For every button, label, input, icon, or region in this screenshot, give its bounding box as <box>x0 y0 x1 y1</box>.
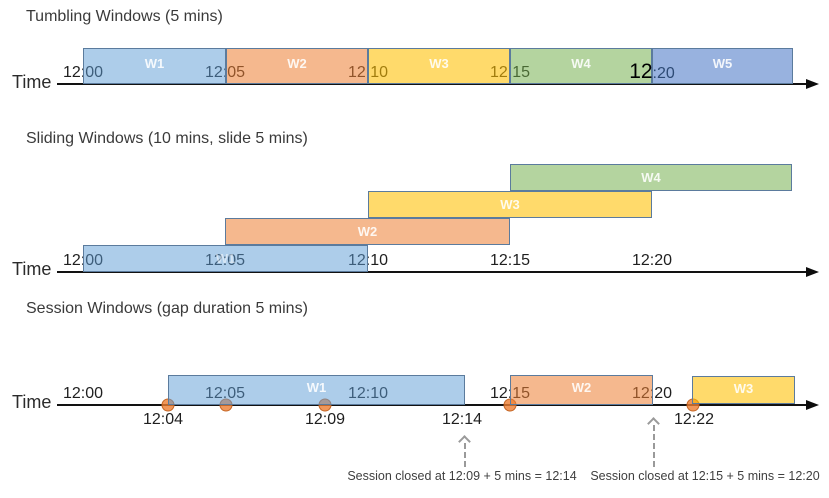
dashed-stem <box>464 443 470 467</box>
window-box-w2: W2 <box>226 48 368 84</box>
window-box-w4: W4 <box>510 164 792 191</box>
window-box-w1: W1 <box>168 375 465 405</box>
event-time-label: 12:22 <box>673 411 715 428</box>
time-axis-label: Time <box>12 72 52 92</box>
event-time-label: 12:09 <box>304 411 346 428</box>
tick-label-emphasized: 12:20 <box>629 59 675 83</box>
window-box-w1: W1 <box>83 245 368 272</box>
tick-label: 12:20 <box>631 251 673 269</box>
window-box-w2: W2 <box>225 218 510 245</box>
window-box-w4: W4 <box>510 48 652 84</box>
event-time-label: 12:14 <box>441 411 483 428</box>
window-label: W2 <box>357 224 378 239</box>
window-label: W3 <box>429 56 449 71</box>
session-close-arrow-icon <box>647 417 660 467</box>
axis-arrowhead-icon <box>806 79 819 89</box>
time-axis-label: Time <box>12 392 52 412</box>
timeline-axis <box>57 404 807 406</box>
window-label: W3 <box>500 197 520 212</box>
window-box-w3: W3 <box>692 376 795 404</box>
window-label: W3 <box>733 381 754 396</box>
tick-label: 12:00 <box>62 384 104 402</box>
timeline-axis <box>57 83 807 85</box>
section-title: Tumbling Windows (5 mins) <box>26 8 223 25</box>
window-label: W4 <box>641 170 661 185</box>
section-title: Sliding Windows (10 mins, slide 5 mins) <box>26 130 308 147</box>
window-label: W2 <box>287 56 307 71</box>
window-box-w3: W3 <box>368 48 510 84</box>
timeline-axis <box>57 271 807 273</box>
annotation-session-close-1: Session closed at 12:09 + 5 mins = 12:14 <box>347 469 577 483</box>
session-close-arrow-icon <box>458 435 471 467</box>
axis-arrowhead-icon <box>806 267 819 277</box>
tick-label: 12:15 <box>489 251 531 269</box>
window-label: W1 <box>306 380 327 395</box>
dashed-stem <box>653 425 659 467</box>
window-box-w1: W1 <box>83 48 226 84</box>
window-box-w5: W5 <box>652 48 793 84</box>
tick-hour: 12 <box>629 59 653 83</box>
event-time-label: 12:04 <box>142 411 184 428</box>
window-label: W2 <box>571 380 592 395</box>
window-label: W1 <box>144 56 165 71</box>
window-box-w3: W3 <box>368 191 652 218</box>
axis-arrowhead-icon <box>806 400 819 410</box>
window-label: W4 <box>571 56 591 71</box>
section-title: Session Windows (gap duration 5 mins) <box>26 300 308 317</box>
window-label: W1 <box>215 251 236 266</box>
window-label: W5 <box>712 56 733 71</box>
window-box-w2: W2 <box>510 375 653 405</box>
annotation-session-close-2: Session closed at 12:15 + 5 mins = 12:20 <box>590 469 820 483</box>
time-axis-label: Time <box>12 259 52 279</box>
tick-minutes: :20 <box>652 64 675 82</box>
